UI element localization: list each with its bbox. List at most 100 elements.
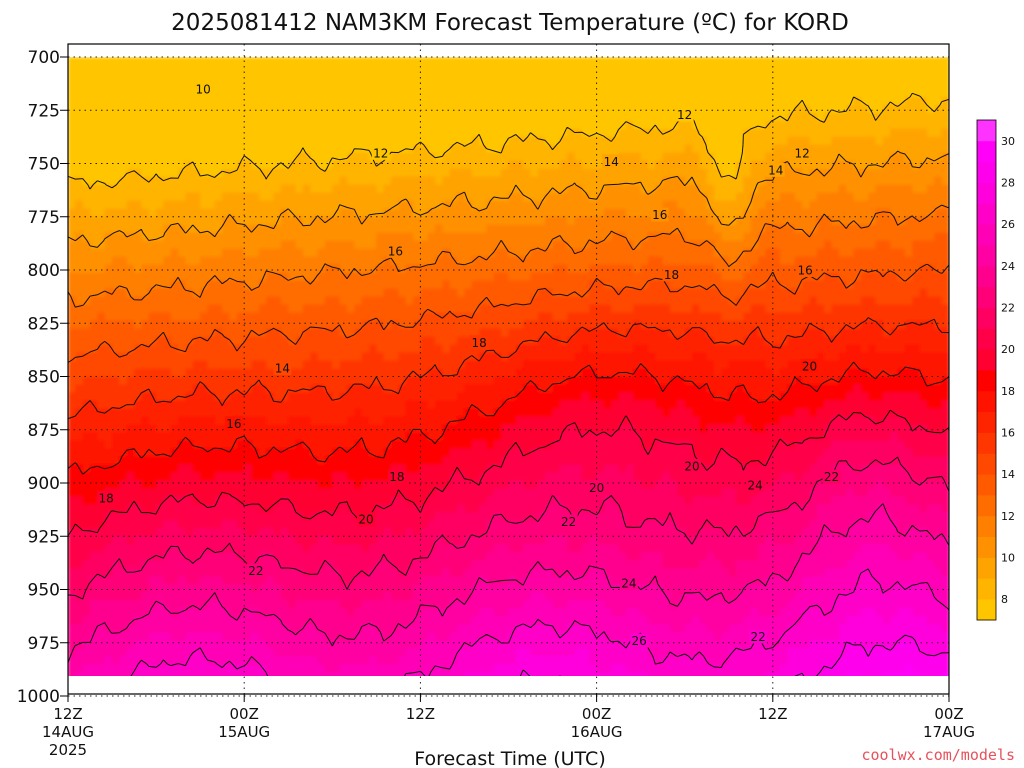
field-cell <box>486 496 495 505</box>
field-cell <box>251 488 260 497</box>
field-cell <box>376 592 385 601</box>
field-cell <box>68 456 76 465</box>
field-cell <box>68 264 76 274</box>
field-cell <box>494 688 502 697</box>
field-cell <box>302 656 311 665</box>
field-cell <box>354 64 363 74</box>
field-cell <box>464 616 473 625</box>
field-cell <box>141 432 150 441</box>
field-cell <box>236 392 245 402</box>
field-cell <box>457 536 466 545</box>
field-cell <box>222 224 231 234</box>
field-cell <box>324 408 333 418</box>
field-cell <box>126 304 135 314</box>
field-cell <box>449 616 458 625</box>
field-cell <box>413 288 421 298</box>
field-cell <box>97 320 106 330</box>
field-cell <box>214 152 223 162</box>
field-cell <box>405 152 414 162</box>
field-cell <box>214 384 223 394</box>
field-cell <box>251 528 260 537</box>
field-cell <box>229 144 238 154</box>
field-cell <box>369 680 377 689</box>
field-cell <box>398 440 407 449</box>
field-cell <box>222 664 231 673</box>
field-cell <box>493 560 502 569</box>
field-cell <box>493 664 502 673</box>
field-cell <box>303 688 311 697</box>
field-cell <box>156 136 165 146</box>
field-cell <box>229 640 238 649</box>
field-cell <box>288 280 297 290</box>
field-cell <box>515 112 524 122</box>
field-cell <box>457 640 466 649</box>
field-cell <box>310 480 319 489</box>
field-cell <box>280 104 289 114</box>
field-cell <box>90 640 98 649</box>
field-cell <box>391 320 399 330</box>
field-cell <box>383 592 392 601</box>
field-cell <box>112 208 120 218</box>
field-cell <box>104 80 113 90</box>
field-cell <box>479 568 488 577</box>
field-cell <box>471 664 480 673</box>
field-cell <box>420 472 429 481</box>
field-cell <box>398 688 406 697</box>
field-cell <box>200 352 209 362</box>
field-cell <box>266 96 275 106</box>
field-cell <box>435 664 444 673</box>
field-cell <box>420 432 429 441</box>
field-cell <box>354 152 363 162</box>
field-cell <box>163 152 172 162</box>
field-cell <box>90 264 98 274</box>
field-cell <box>222 512 231 521</box>
field-cell <box>479 240 488 250</box>
field-cell <box>82 312 91 322</box>
field-cell <box>104 472 113 481</box>
field-cell <box>148 400 157 410</box>
field-cell <box>244 472 253 481</box>
field-cell <box>258 384 267 394</box>
field-cell <box>97 104 106 114</box>
field-cell <box>369 544 377 553</box>
field-cell <box>413 160 421 170</box>
field-cell <box>339 344 348 354</box>
field-cell <box>493 576 502 585</box>
field-cell <box>346 496 355 505</box>
field-cell <box>156 272 165 282</box>
field-cell <box>126 560 135 569</box>
field-cell <box>214 312 223 322</box>
field-cell <box>236 624 245 633</box>
field-cell <box>192 528 201 537</box>
field-cell <box>288 408 297 418</box>
field-cell <box>185 304 194 314</box>
field-cell <box>178 464 187 473</box>
field-cell <box>427 328 436 338</box>
field-cell <box>68 240 76 250</box>
field-cell <box>442 536 451 545</box>
field-cell <box>141 600 150 609</box>
field-cell <box>486 96 495 106</box>
field-cell <box>405 336 414 346</box>
field-cell <box>501 112 510 122</box>
field-cell <box>449 224 458 234</box>
field-cell <box>383 272 392 282</box>
field-cell <box>156 528 165 537</box>
field-cell <box>141 624 150 633</box>
field-cell <box>280 80 289 90</box>
field-cell <box>229 312 238 322</box>
field-cell <box>324 304 333 314</box>
field-cell <box>346 664 355 673</box>
field-cell <box>471 144 480 154</box>
field-cell <box>83 680 91 689</box>
field-cell <box>310 440 319 449</box>
field-cell <box>126 416 135 426</box>
field-cell <box>413 176 421 186</box>
field-cell <box>369 104 377 114</box>
field-cell <box>200 520 209 529</box>
field-cell <box>376 232 385 242</box>
field-cell <box>405 136 414 146</box>
field-cell <box>126 648 135 657</box>
field-cell <box>82 384 91 394</box>
field-cell <box>97 72 106 82</box>
